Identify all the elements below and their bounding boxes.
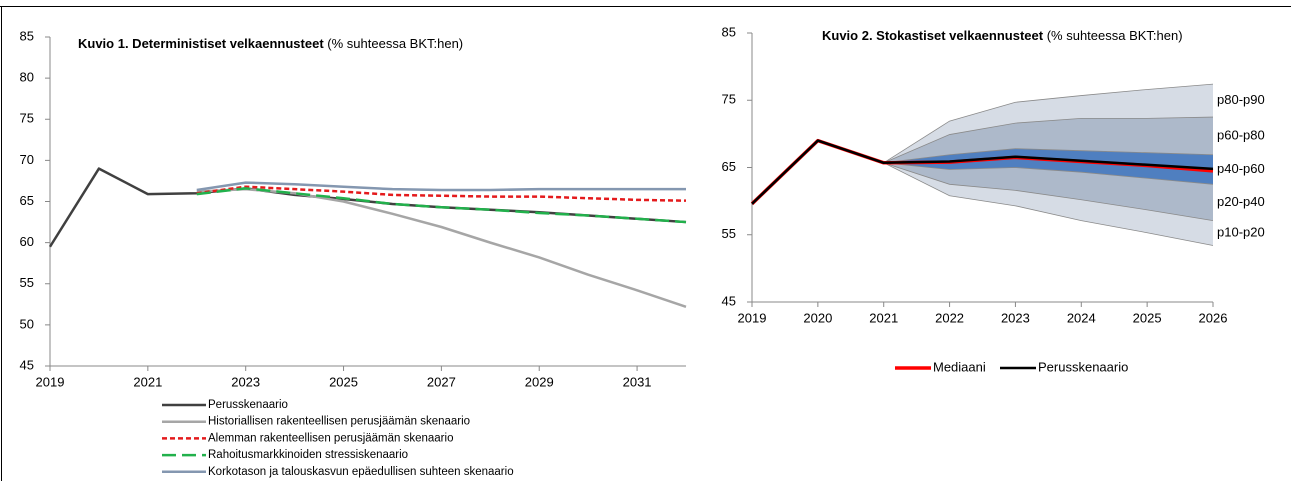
x-tick-label: 2029 xyxy=(525,374,554,389)
quantile-line xyxy=(883,83,1214,164)
y-tick-label: 70 xyxy=(20,152,34,167)
fan-band xyxy=(883,162,1213,221)
x-tick-label: 2023 xyxy=(231,374,260,389)
legend-label: Historiallisen rakenteellisen perusjäämä… xyxy=(208,416,470,428)
legend-label: Perusskenaario xyxy=(1038,359,1128,374)
x-tick-label: 2023 xyxy=(1001,310,1030,325)
y-tick-label: 65 xyxy=(722,159,736,174)
chart-title: Kuvio 2. Stokastiset velkaennusteet (% s… xyxy=(822,28,1183,43)
x-tick-label: 2026 xyxy=(1199,310,1228,325)
x-tick-label: 2020 xyxy=(803,310,832,325)
fan-band xyxy=(883,117,1213,163)
quantile-line xyxy=(883,116,1214,164)
title-unit: (% suhteessa BKT:hen) xyxy=(327,36,463,51)
y-tick-label: 60 xyxy=(20,234,34,249)
x-tick-label: 2019 xyxy=(36,374,65,389)
band-label: p60-p80 xyxy=(1217,127,1265,142)
chart-title: Kuvio 1. Deterministiset velkaennusteet … xyxy=(78,36,463,51)
legend-label: Korkotason ja talouskasvun epäedullisen … xyxy=(208,466,514,478)
x-tick-label: 2021 xyxy=(133,374,162,389)
quantile-line xyxy=(883,162,1214,246)
y-tick-label: 75 xyxy=(20,111,34,126)
y-tick-label: 85 xyxy=(722,24,736,39)
series-line xyxy=(196,187,687,224)
series-line xyxy=(196,181,686,192)
y-tick-label: 55 xyxy=(722,226,736,241)
x-tick-label: 2027 xyxy=(427,374,456,389)
quantile-line xyxy=(883,162,1214,222)
legend-label: Alemman rakenteellisen perusjäämän skena… xyxy=(208,432,453,444)
x-tick-label: 2022 xyxy=(935,310,964,325)
series-line xyxy=(196,185,687,202)
series-line xyxy=(751,139,1214,205)
x-tick-label: 2021 xyxy=(869,310,898,325)
quantile-line xyxy=(883,148,1214,164)
band-label: p40-p60 xyxy=(1217,161,1265,176)
legend-label: Perusskenaario xyxy=(208,399,288,411)
y-tick-label: 65 xyxy=(20,193,34,208)
title-main: Kuvio 1. Deterministiset velkaennusteet xyxy=(78,36,324,51)
x-tick-label: 2031 xyxy=(623,374,652,389)
band-label: p10-p20 xyxy=(1217,225,1265,240)
y-tick-label: 55 xyxy=(20,275,34,290)
x-tick-label: 2024 xyxy=(1067,310,1096,325)
title-main: Kuvio 2. Stokastiset velkaennusteet xyxy=(822,28,1044,43)
x-tick-label: 2019 xyxy=(738,310,767,325)
y-tick-label: 45 xyxy=(20,357,34,372)
quantile-line xyxy=(883,162,1214,185)
legend-label: Mediaani xyxy=(933,359,986,374)
fan-band xyxy=(883,84,1213,163)
y-tick-label: 80 xyxy=(20,70,34,85)
fan-band xyxy=(883,148,1213,185)
y-tick-label: 85 xyxy=(20,28,34,43)
fan-band xyxy=(883,162,1213,246)
y-tick-label: 75 xyxy=(722,92,736,107)
title-unit: (% suhteessa BKT:hen) xyxy=(1047,28,1183,43)
legend-label: Rahoitusmarkkinoiden stressiskenaario xyxy=(208,449,408,461)
x-tick-label: 2025 xyxy=(1133,310,1162,325)
band-label: p20-p40 xyxy=(1217,194,1265,209)
y-tick-label: 50 xyxy=(20,316,34,331)
x-tick-label: 2025 xyxy=(329,374,358,389)
y-tick-label: 45 xyxy=(722,293,736,308)
band-label: p80-p90 xyxy=(1217,92,1265,107)
